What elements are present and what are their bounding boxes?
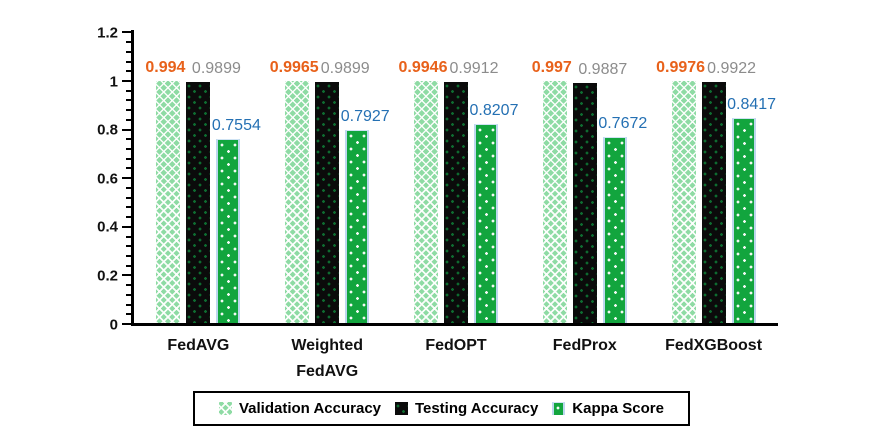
bar xyxy=(345,130,370,323)
legend-label: Validation Accuracy xyxy=(239,400,382,417)
y-minor-tick xyxy=(126,186,131,189)
bar-value-label: 0.9922 xyxy=(707,59,757,77)
category-label: FedAVG xyxy=(167,337,230,354)
y-tick xyxy=(122,274,131,277)
bar-value-label: 0.997 xyxy=(531,58,572,76)
bar-value-label: 0.7672 xyxy=(598,114,648,132)
y-minor-tick xyxy=(126,284,131,287)
bar-value-label: 0.7927 xyxy=(340,108,390,126)
validation-accuracy-swatch-icon xyxy=(219,402,232,415)
bar-value-label: 0.7554 xyxy=(211,117,261,135)
bar-value-label: 0.9912 xyxy=(449,60,499,78)
legend-label: Testing Accuracy xyxy=(414,400,539,417)
legend-item-testing-accuracy: Testing Accuracy xyxy=(394,400,539,417)
y-minor-tick xyxy=(126,89,131,92)
y-minor-tick xyxy=(126,235,131,238)
bar xyxy=(474,123,498,323)
y-minor-tick xyxy=(126,118,131,121)
y-minor-tick xyxy=(126,138,131,141)
bar-value-label: 0.9899 xyxy=(320,60,370,78)
y-minor-tick xyxy=(126,293,131,296)
kappa-score-swatch-icon xyxy=(552,402,566,415)
legend: Validation Accuracy Testing Accuracy Kap… xyxy=(193,391,690,426)
y-minor-tick xyxy=(126,303,131,306)
y-minor-tick xyxy=(126,99,131,102)
bar-value-label: 0.9965 xyxy=(269,58,319,76)
category-label: FedProx xyxy=(552,337,617,354)
bar xyxy=(701,81,726,323)
bar xyxy=(731,118,756,323)
bar xyxy=(285,80,310,323)
bar xyxy=(572,82,597,323)
y-tick xyxy=(122,225,131,228)
y-minor-tick xyxy=(126,157,131,160)
y-tick xyxy=(122,128,131,131)
bar-value-label: 0.994 xyxy=(145,59,186,77)
bar xyxy=(444,82,468,323)
y-minor-tick xyxy=(126,60,131,63)
y-minor-tick xyxy=(126,167,131,170)
testing-accuracy-swatch-icon xyxy=(394,402,408,415)
y-minor-tick xyxy=(126,254,131,257)
bar xyxy=(671,80,696,323)
x-axis-line xyxy=(131,323,778,326)
y-minor-tick xyxy=(126,109,131,112)
y-minor-tick xyxy=(126,313,131,316)
y-minor-tick xyxy=(126,216,131,219)
bar xyxy=(414,81,438,323)
bar xyxy=(216,139,241,323)
y-minor-tick xyxy=(126,50,131,53)
legend-item-validation-accuracy: Validation Accuracy xyxy=(219,400,381,417)
y-minor-tick xyxy=(126,206,131,209)
y-tick xyxy=(122,177,131,180)
y-tick-label: 0.4 xyxy=(97,218,118,236)
y-tick-label: 0 xyxy=(109,316,118,333)
legend-item-kappa-score: Kappa Score xyxy=(552,400,664,417)
y-tick-label: 1.2 xyxy=(97,24,118,42)
y-tick-label: 0.6 xyxy=(97,170,118,188)
bar-value-label: 0.8207 xyxy=(469,101,519,119)
category-label: FedOPT xyxy=(425,337,487,354)
y-minor-tick xyxy=(126,196,131,199)
bar xyxy=(542,80,567,323)
y-tick xyxy=(122,31,131,34)
category-label: FedXGBoost xyxy=(665,337,763,354)
y-minor-tick xyxy=(126,245,131,248)
y-minor-tick xyxy=(126,148,131,151)
bar xyxy=(602,136,627,323)
bar-value-label: 0.8417 xyxy=(727,96,777,114)
bar xyxy=(186,82,211,323)
bar-value-label: 0.9976 xyxy=(656,58,706,76)
bar xyxy=(315,82,340,323)
y-tick xyxy=(122,323,131,325)
y-tick xyxy=(122,80,131,82)
bar-value-label: 0.9899 xyxy=(191,60,241,78)
bar xyxy=(156,81,181,323)
y-minor-tick xyxy=(126,70,131,73)
y-axis-line xyxy=(131,30,134,326)
y-tick-label: 0.2 xyxy=(97,267,118,285)
y-tick-label: 0.8 xyxy=(97,121,118,139)
bar-value-label: 0.9946 xyxy=(398,59,448,77)
y-minor-tick xyxy=(126,264,131,267)
legend-label: Kappa Score xyxy=(572,400,664,417)
category-label: Weighted FedAVG xyxy=(291,337,364,380)
y-minor-tick xyxy=(126,41,131,44)
bar-value-label: 0.9887 xyxy=(578,60,628,78)
y-tick-label: 1 xyxy=(109,73,118,90)
